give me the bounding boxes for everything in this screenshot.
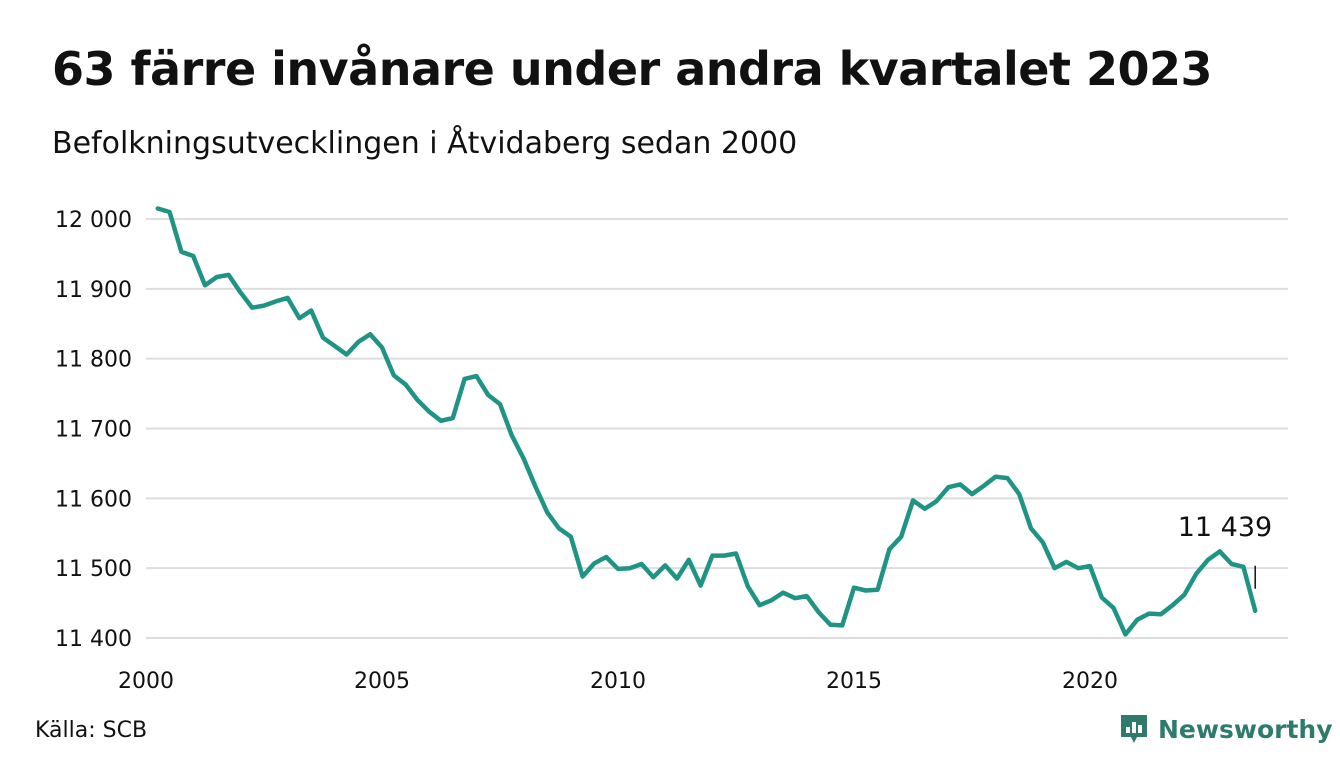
y-tick-label: 11 600: [55, 487, 132, 512]
y-tick-label: 11 900: [55, 278, 132, 303]
x-tick-label: 2015: [826, 669, 882, 694]
chart-subtitle: Befolkningsutvecklingen i Åtvidaberg sed…: [52, 126, 798, 161]
x-axis: 2000 2005 2010 2015 2020: [118, 669, 1118, 694]
x-tick-label: 2000: [118, 669, 174, 694]
series: [155, 206, 1258, 637]
annotations: 11 439: [1178, 512, 1272, 589]
last-value-label: 11 439: [1178, 512, 1272, 543]
y-axis: 12 000 11 900 11 800 11 700 11 600 11 500 11 4…: [55, 208, 132, 652]
source-note: Källa: SCB: [35, 718, 148, 743]
x-tick-label: 2005: [354, 669, 410, 694]
chart-title: 63 färre invånare under andra kvartalet …: [52, 42, 1213, 96]
y-tick-label: 11 800: [55, 348, 132, 373]
y-tick-label: 11 400: [55, 627, 132, 652]
newsworthy-logo-icon: [1121, 715, 1147, 743]
brand-logo: Newsworthy: [1118, 712, 1333, 746]
y-tick-label: 12 000: [55, 208, 132, 233]
y-tick-label: 11 500: [55, 557, 132, 582]
x-tick-label: 2020: [1062, 669, 1118, 694]
x-tick-label: 2010: [590, 669, 646, 694]
grid-lines: [146, 218, 1288, 639]
population-series-line: [155, 206, 1258, 637]
brand-name: Newsworthy: [1158, 714, 1333, 744]
y-tick-label: 11 700: [55, 418, 132, 443]
